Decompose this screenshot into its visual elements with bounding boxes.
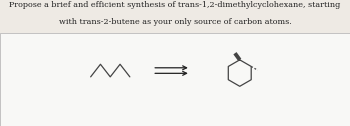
Text: with trans-2-butene as your only source of carbon atoms.: with trans-2-butene as your only source …: [59, 18, 291, 26]
Text: Propose a brief and efficient synthesis of trans-1,2-dimethylcyclohexane, starti: Propose a brief and efficient synthesis …: [9, 1, 341, 9]
FancyBboxPatch shape: [0, 33, 350, 126]
